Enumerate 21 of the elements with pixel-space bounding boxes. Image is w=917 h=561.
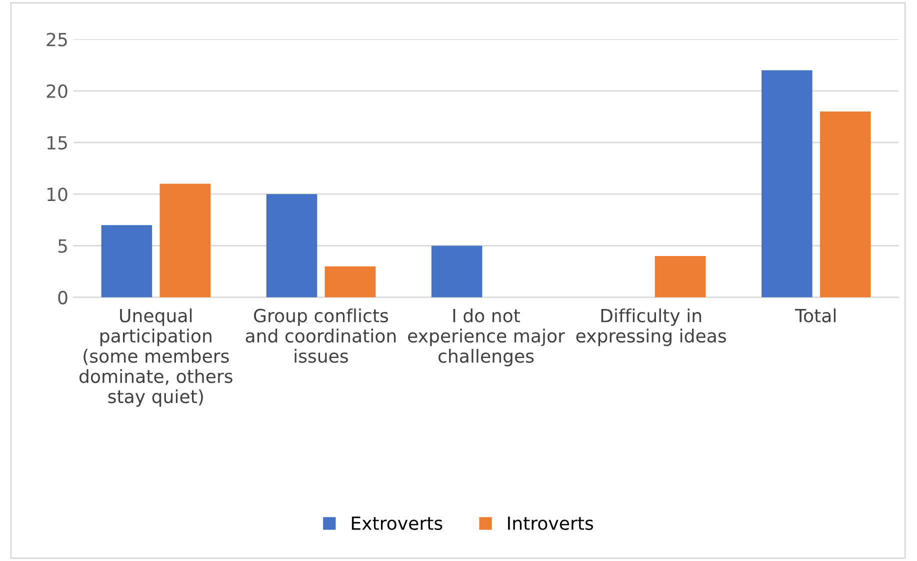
x-tick-label: I do not experience major challenges (408, 308, 565, 366)
bar (101, 225, 152, 298)
legend-label: Introverts (508, 516, 594, 530)
bar (431, 246, 482, 298)
y-tick-label: 10 (48, 188, 68, 202)
legend-label: Extroverts (352, 516, 442, 530)
y-tick-label: 25 (46, 32, 67, 46)
x-tick-label: Difficulty in expressing ideas (576, 308, 726, 346)
y-tick-label: 15 (48, 136, 67, 150)
bar (762, 70, 812, 298)
y-tick-label: 5 (58, 239, 67, 253)
x-tick-label: Group conflicts and coordination issues (246, 308, 396, 363)
bar (820, 112, 871, 298)
bar (160, 184, 210, 298)
x-tick-label: Unequal participation (some members dominate, others stay quiet) (79, 308, 232, 407)
bar (266, 194, 318, 298)
bar (324, 266, 376, 298)
y-tick-label: 0 (58, 290, 68, 304)
bar (654, 256, 706, 298)
y-tick-label: 20 (46, 84, 68, 98)
x-tick-label: Total (794, 308, 836, 322)
